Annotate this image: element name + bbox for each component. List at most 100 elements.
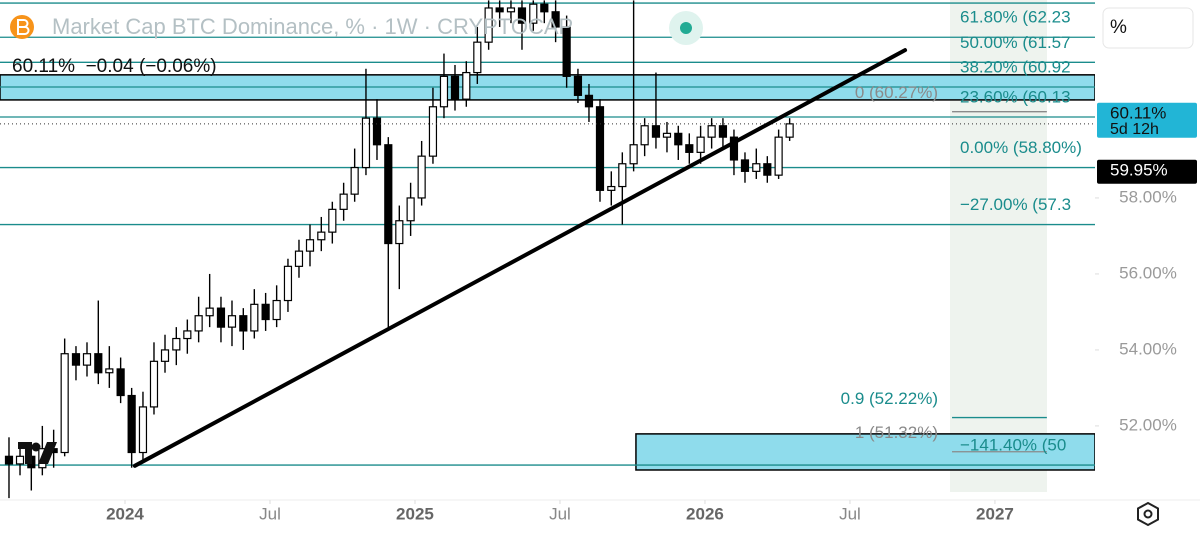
level-label: −27.00% (57.3: [960, 195, 1071, 214]
candle-body: [718, 125, 728, 138]
candle-body: [584, 94, 594, 108]
candle-body: [4, 455, 14, 465]
candle-body: [94, 353, 103, 374]
candle-body: [283, 265, 293, 302]
settings-icon-center[interactable]: [1143, 509, 1153, 519]
candle-body: [216, 307, 226, 328]
candle-body: [172, 337, 181, 351]
candle-body: [752, 163, 761, 172]
candle-body: [774, 136, 783, 176]
price-flag: [1097, 159, 1197, 184]
candle-body: [551, 11, 560, 28]
x-tick-label: 2025: [396, 504, 434, 523]
x-tick-label: Jul: [259, 504, 281, 523]
candle-body: [607, 185, 616, 191]
candle-body: [294, 250, 304, 267]
candle-body: [317, 231, 326, 241]
candle-body: [428, 106, 438, 157]
y-tick-label: 56.00%: [1119, 263, 1177, 282]
level-label: 0.9 (52.22%): [841, 389, 938, 408]
candle-body: [239, 315, 248, 332]
candle-body: [350, 166, 359, 195]
symbol-title: Market Cap BTC Dominance, % · 1W · CRYPT…: [52, 14, 573, 39]
level-label: 0.00% (58.80%): [960, 138, 1082, 157]
candle-body: [618, 163, 627, 188]
candle-body: [417, 155, 426, 199]
candle-body: [517, 7, 527, 24]
candle-body: [729, 136, 739, 161]
candle-body: [696, 136, 705, 153]
price-flag-countdown: 5d 12h: [1110, 121, 1159, 138]
candle-body: [15, 455, 25, 465]
x-tick-label: 2026: [686, 504, 724, 523]
scale-button-label[interactable]: %: [1110, 17, 1127, 38]
x-tick-label: Jul: [549, 504, 571, 523]
candle-body: [629, 144, 638, 165]
candle-body: [473, 41, 482, 74]
candle-body: [674, 132, 683, 146]
candle-body: [506, 7, 516, 13]
level-label: 61.80% (62.23: [960, 8, 1071, 27]
candle-body: [439, 75, 449, 108]
candle-body: [183, 330, 192, 340]
candle-body: [60, 353, 69, 454]
y-tick-label: 52.00%: [1119, 415, 1177, 434]
candle-body: [462, 71, 471, 100]
candle-body: [82, 353, 92, 366]
tv-logo-dot: [31, 442, 41, 452]
tv-logo: [18, 442, 57, 464]
candle-body: [406, 197, 415, 222]
candle-body: [372, 117, 382, 146]
candle-body: [640, 125, 649, 146]
price-flag: [1097, 102, 1197, 138]
candle-body: [785, 123, 794, 138]
candle-body: [740, 159, 750, 172]
candle-body: [149, 360, 159, 408]
candle-body: [127, 394, 136, 454]
settings-icon[interactable]: [1137, 501, 1159, 527]
candle-body: [595, 106, 605, 191]
level-label: 23.60% (60.13: [960, 88, 1071, 107]
overlay: 61.80% (62.23 50.00% (61.57 38.20% (60.92 2…: [106, 8, 1197, 523]
status-dot: [680, 22, 692, 34]
candle-body: [205, 307, 214, 317]
candle-body: [305, 239, 315, 252]
plot-area: [0, 0, 1095, 499]
candle-body: [662, 132, 672, 138]
level-label: −141.40% (50: [960, 436, 1066, 455]
candle-body: [194, 315, 203, 332]
candle-body: [250, 303, 259, 332]
candle-body: [685, 144, 694, 153]
candle-body: [562, 26, 571, 77]
scale-button[interactable]: [1102, 7, 1194, 49]
candle-body: [529, 3, 538, 24]
candle-body: [495, 7, 504, 13]
candle-body: [395, 220, 404, 245]
x-tick-label: 2024: [106, 504, 144, 523]
candle-body: [328, 208, 337, 233]
legend-values: 60.11% −0.04 (−0.06%): [12, 56, 217, 77]
price-flag-label: 59.95%: [1110, 160, 1168, 179]
bitcoin-glyph: [17, 19, 30, 35]
x-tick-label: 2027: [976, 504, 1014, 523]
candle-body: [261, 303, 270, 321]
trendline: [132, 48, 908, 468]
candle-body: [763, 163, 772, 176]
candle-body: [272, 299, 281, 321]
y-tick-label: 54.00%: [1119, 339, 1177, 358]
candle-body: [384, 144, 393, 245]
candle-body: [339, 193, 348, 210]
candle-body: [71, 353, 81, 366]
candle-body: [573, 75, 583, 96]
x-tick-label: Jul: [839, 504, 861, 523]
candle-body: [651, 125, 661, 138]
y-tick-label: 58.00%: [1119, 187, 1177, 206]
candle-body: [138, 406, 148, 454]
candle-body: [116, 368, 125, 397]
level-label: 0 (60.27%): [855, 83, 938, 102]
candle-body: [227, 315, 237, 328]
candle-body: [160, 349, 170, 362]
candle-body: [361, 117, 371, 169]
